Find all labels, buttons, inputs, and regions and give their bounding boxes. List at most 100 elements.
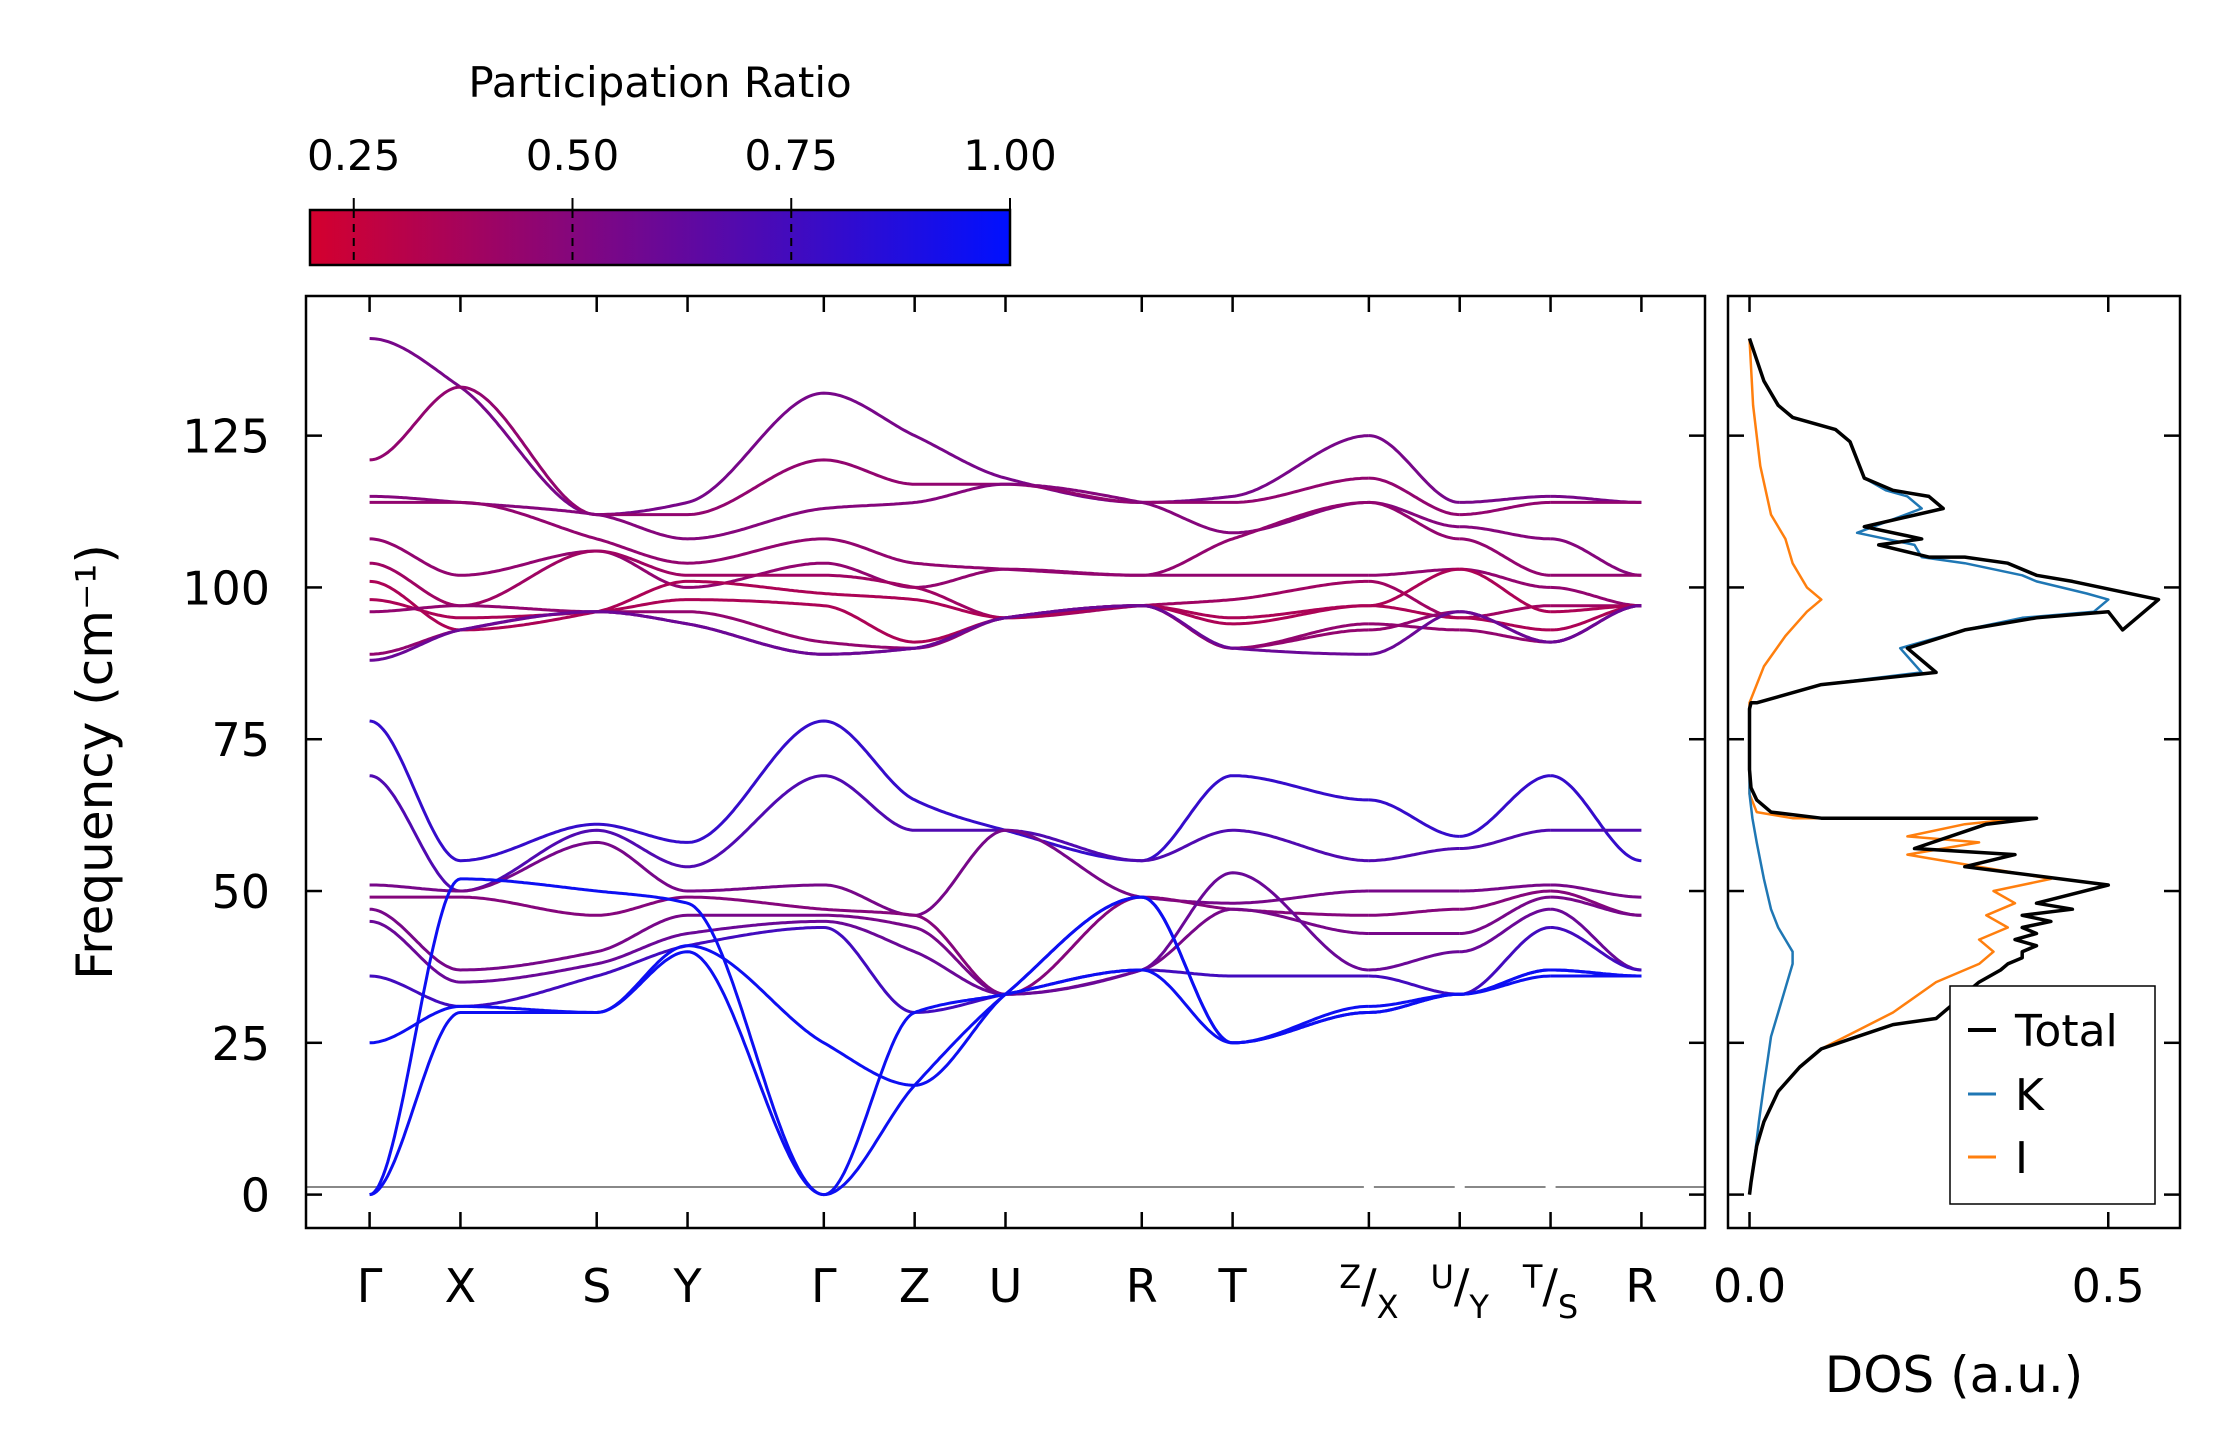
band-line [1459,907,1551,954]
colorbar-title: Participation Ratio [468,58,851,107]
band-line [1550,774,1642,863]
band-line [1368,610,1460,632]
dos-x-tick-label: 0.0 [1713,1259,1786,1313]
band-line [369,828,1369,917]
band-line [369,907,1369,996]
band-line [1459,537,1551,577]
colorbar-tick-label: 0.50 [526,131,620,180]
band-line [1459,604,1551,620]
band-line [1550,968,1642,978]
band-line [369,482,1369,541]
phonon-bands [369,337,1642,1197]
kpoint-label: R [1625,1259,1657,1313]
y-tick-label: 50 [211,865,270,919]
dos-panel: 0.0 0.5 DOS (a.u.) Total K I [1713,294,2182,1404]
legend-k-label: K [2015,1070,2045,1121]
kpoint-label: X [445,1259,477,1313]
band-line [369,549,1369,620]
band-line [369,604,1369,650]
band-line [1550,907,1642,972]
band-line [369,604,1369,662]
band-line [1368,604,1460,620]
band-line [1368,567,1460,577]
band-line [1459,883,1551,893]
band-line [1368,992,1460,1014]
colorbar-tick-label: 0.25 [307,131,401,180]
band-line [1368,847,1460,863]
dos-legend: Total K I [1949,985,2156,1205]
band-line [1550,585,1642,608]
band-line [1459,494,1551,504]
band-line [1459,500,1551,517]
band-line [1459,567,1551,614]
colorbar-ticks: 0.25 0.50 0.75 1.00 [307,131,1057,265]
band-line [369,950,1369,1197]
band-line [1459,567,1551,589]
legend-i-label: I [2015,1133,2028,1184]
kpoint-label: Z/X [1339,1258,1398,1326]
band-line [369,500,1369,577]
band-line [369,895,1369,996]
band-line [1459,889,1551,911]
band-line [369,337,1369,517]
band-line [1459,828,1551,850]
legend-total-label: Total [2014,1006,2118,1057]
dos-ticks: 0.0 0.5 [1713,296,2180,1313]
kpoint-label: S [582,1259,611,1313]
kpoint-vertical-lines [1363,296,1556,1228]
band-line [369,719,1369,863]
kpoint-label: T/S [1522,1258,1578,1326]
band-line [1368,974,1460,996]
kpoint-label: T [1218,1259,1248,1313]
kpoint-label: R [1126,1259,1158,1313]
band-line [1459,895,1551,935]
band-line [1550,604,1642,644]
band-line [1368,622,1460,632]
band-line [1550,883,1642,899]
kpoint-ticks: Γ X S Y Γ Z U R T Z/X U/Y T/S R [357,296,1657,1326]
band-line [369,895,1369,1087]
band-line [369,871,1369,996]
band-line [1459,968,1551,996]
band-line [1368,907,1460,917]
y-tick-label: 75 [211,713,270,767]
colorbar-tick-label: 0.75 [744,131,838,180]
band-line [369,385,1369,517]
band-structure-panel: 0 25 50 75 100 125 Γ X S Y Γ Z U R T Z/X U/Y T/S R Freque… [66,294,1707,1326]
band-line [1368,476,1460,517]
band-line [1459,774,1551,838]
band-line [369,598,1369,644]
band-line [1368,567,1460,608]
band-line [1550,537,1642,577]
band-line [1368,610,1460,656]
kpoint-label: U/Y [1430,1258,1489,1326]
dos-axis-label: DOS (a.u.) [1825,1346,2084,1404]
kpoint-label: Γ [811,1259,837,1313]
band-line [1368,950,1460,972]
band-line [369,579,1369,632]
y-tick-label: 25 [211,1017,270,1071]
colorbar-tick-label: 1.00 [963,131,1057,180]
colorbar-gradient [308,208,1012,267]
band-line [1459,610,1551,644]
band-line [1368,500,1460,541]
band-line [369,877,1369,1197]
kpoint-label: Y [672,1259,702,1313]
dos-frame [1726,294,2182,1230]
band-line [1368,434,1460,504]
y-tick-label: 125 [182,410,270,464]
kpoint-label: U [989,1259,1023,1313]
band-line [1459,616,1551,632]
band-line [369,774,1369,893]
y-tick-label: 100 [182,561,270,615]
band-line [369,926,1369,1015]
band-line [1550,926,1642,972]
frequency-axis-label: Frequency (cm⁻¹) [66,544,124,980]
band-line [1550,895,1642,917]
band-line [1368,798,1460,838]
band-line [1459,525,1551,541]
kpoint-label: Γ [357,1259,383,1313]
colorbar: Participation Ratio 0.25 0.50 0.75 1.00 [307,58,1057,267]
kpoint-label: Z [899,1259,931,1313]
